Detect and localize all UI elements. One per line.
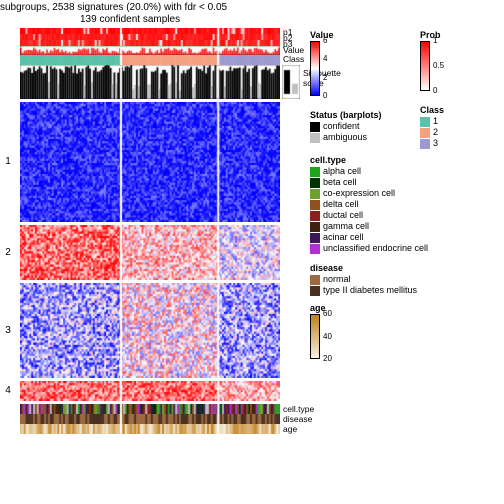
anno-label-class: Class [283,54,304,64]
legend-celltype-item-beta-cell-swatch [310,178,320,188]
legend-age-grad: 204060 [310,314,400,359]
legend-disease-title: disease [310,263,480,273]
anno-label-disease: disease [283,414,312,424]
heatmap-block-1 [20,102,280,222]
row-label-2: 2 [0,247,16,258]
track-value [20,46,280,55]
legend-celltype-item-unclassified-endocrine-cell: unclassified endocrine cell [310,243,480,254]
legend-celltype-item-unclassified-endocrine-cell-swatch [310,244,320,254]
legend-celltype-item-delta-cell: delta cell [310,199,480,210]
legend-class-item-2: 2 [420,127,504,138]
heatmap-block-3 [20,283,280,378]
legend-celltype-item-co-expression-cell: co-expression cell [310,188,480,199]
anno-label-celltype: cell.type [283,404,314,414]
row-label-4: 4 [0,385,16,396]
legend-prob-grad: 00.51 [420,41,504,91]
legend-celltype-item-alpha-cell: alpha cell [310,166,480,177]
track-age [20,424,280,434]
legend-celltype-item-ductal-cell: ductal cell [310,210,480,221]
legend-class-item-1: 1 [420,116,504,127]
silhouette-mini-legend [282,65,300,99]
track-celltype [20,404,280,414]
heatmap-block-4 [20,381,280,401]
legend-disease-item-type-II-diabetes-mellitus: type II diabetes mellitus [310,285,480,296]
legend-celltype-item-ductal-cell-swatch [310,211,320,221]
legend-value-grad: 0246 [310,41,410,96]
plot-title: subgroups, 2538 signatures (20.0%) with … [0,2,227,13]
legend-celltype-item-gamma-cell-swatch [310,222,320,232]
legend-celltype-item-acinar-cell-swatch [310,233,320,243]
track-disease [20,414,280,424]
legend-status-item-confident: confident [310,121,430,132]
row-label-3: 3 [0,325,16,336]
legend-disease-item-normal: normal [310,274,480,285]
legend-disease-item-normal-swatch [310,275,320,285]
legend-status-item-ambiguous-swatch [310,133,320,143]
legend-celltype-item-co-expression-cell-swatch [310,189,320,199]
legend-status-title: Status (barplots) [310,110,430,120]
legend-celltype-item-alpha-cell-swatch [310,167,320,177]
plot-subtitle: 139 confident samples [80,14,180,25]
track-class [20,55,280,65]
legend-celltype-item-beta-cell: beta cell [310,177,480,188]
legend-celltype-item-delta-cell-swatch [310,200,320,210]
row-label-1: 1 [0,156,16,167]
heatmap-block-2 [20,225,280,280]
legend-disease-item-type-II-diabetes-mellitus-swatch [310,286,320,296]
legend-celltype-item-gamma-cell: gamma cell [310,221,480,232]
legend-class-title: Class [420,105,504,115]
legend-celltype-title: cell.type [310,155,480,165]
track-silhouette [20,65,280,99]
legend-status-item-ambiguous: ambiguous [310,132,430,143]
anno-label-age: age [283,424,297,434]
legend-celltype-item-acinar-cell: acinar cell [310,232,480,243]
legend-status-item-confident-swatch [310,122,320,132]
legend-class-item-3: 3 [420,138,504,149]
